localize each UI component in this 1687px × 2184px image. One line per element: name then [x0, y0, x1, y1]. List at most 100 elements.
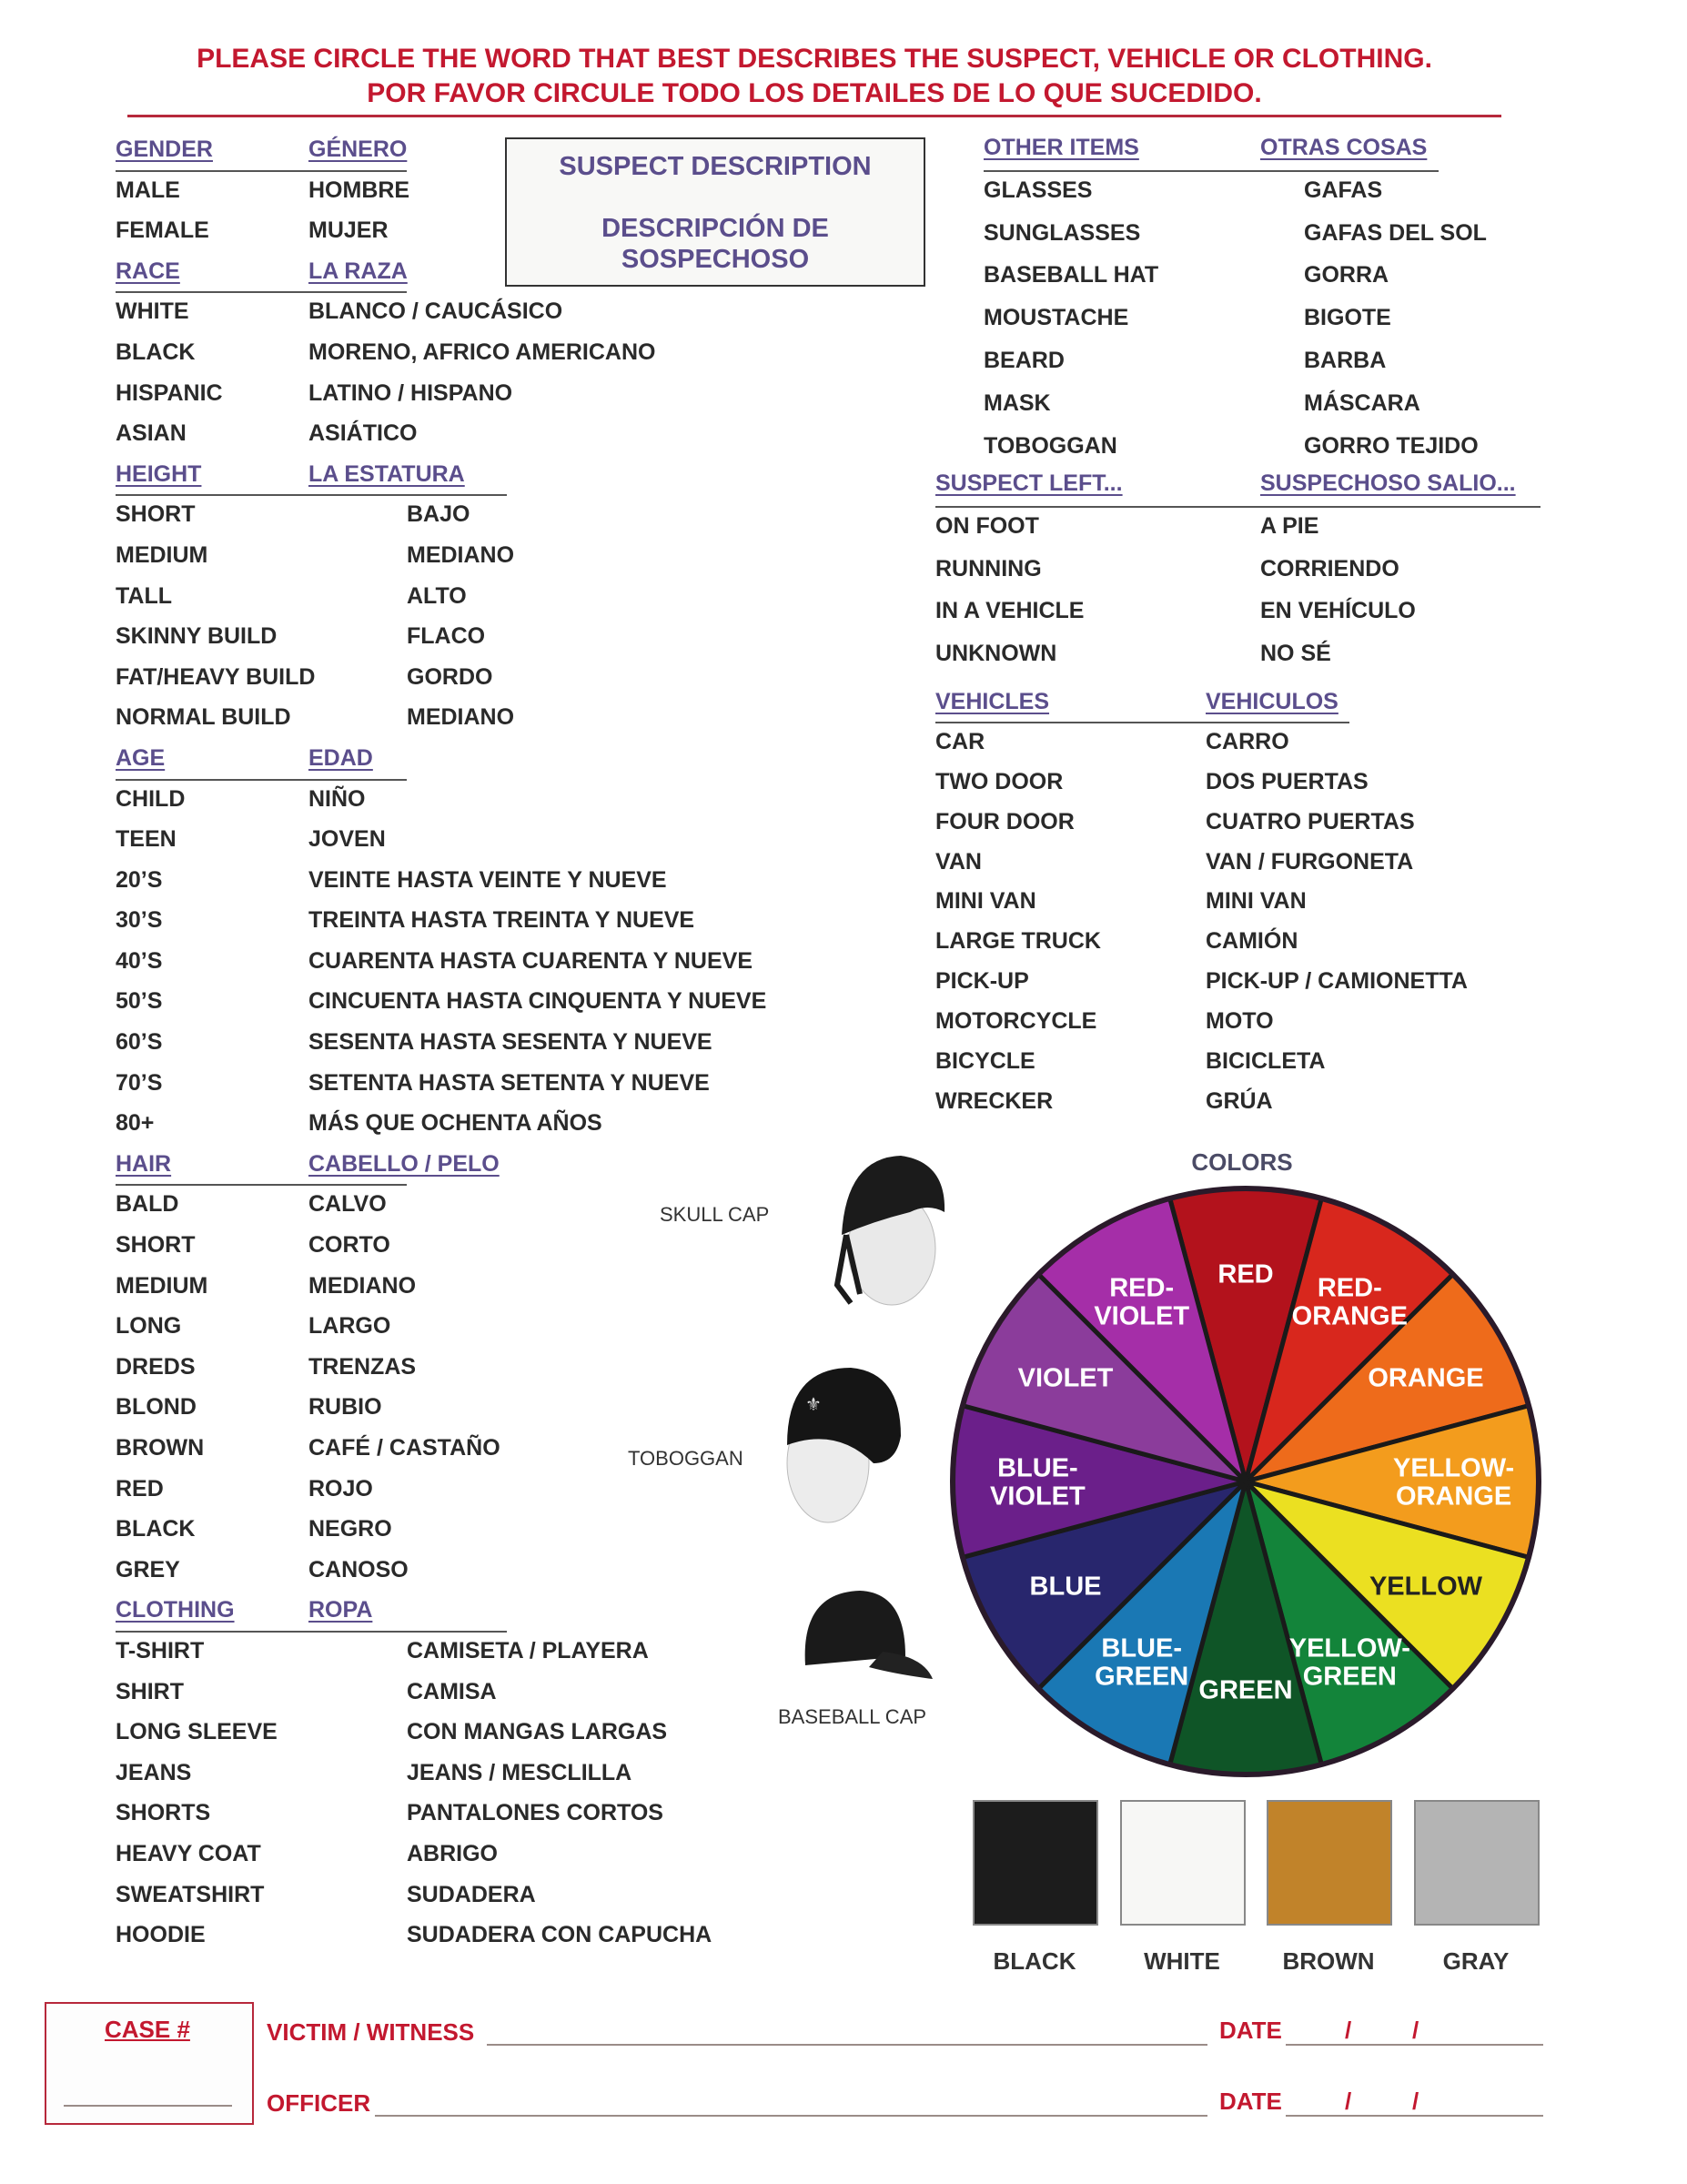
option-english[interactable]: LONG	[116, 1313, 182, 1340]
option-english[interactable]: BALD	[116, 1191, 179, 1218]
option-row-70-s[interactable]: 70’S SETENTA HASTA SETENTA Y NUEVE	[116, 1070, 844, 1111]
option-english[interactable]: SHORTS	[116, 1800, 211, 1826]
swatch-black[interactable]	[973, 1800, 1098, 1926]
option-row-baseball-hat[interactable]: BASEBALL HAT GORRA	[984, 262, 1621, 305]
option-row-black[interactable]: BLACK MORENO, AFRICO AMERICANO	[116, 339, 844, 380]
option-spanish[interactable]: SETENTA HASTA SETENTA Y NUEVE	[308, 1069, 710, 1096]
option-row-80[interactable]: 80+ MÁS QUE OCHENTA AÑOS	[116, 1110, 844, 1151]
option-spanish[interactable]: ROJO	[308, 1475, 373, 1502]
option-row-60-s[interactable]: 60’S SESENTA HASTA SESENTA Y NUEVE	[116, 1029, 844, 1070]
option-english[interactable]: MOTORCYCLE	[935, 1008, 1097, 1035]
option-row-beard[interactable]: BEARD BARBA	[984, 348, 1621, 390]
option-english[interactable]: CAR	[935, 728, 985, 754]
option-english[interactable]: VAN	[935, 848, 982, 875]
option-english[interactable]: MINI VAN	[935, 888, 1036, 915]
option-spanish[interactable]: ASIÁTICO	[308, 420, 418, 447]
case-number-box[interactable]	[45, 2002, 254, 2125]
option-row-toboggan[interactable]: TOBOGGAN GORRO TEJIDO	[984, 433, 1621, 476]
option-spanish[interactable]: CON MANGAS LARGAS	[407, 1719, 668, 1745]
option-row-black[interactable]: BLACK NEGRO	[116, 1516, 844, 1557]
option-spanish[interactable]: TREINTA HASTA TREINTA Y NUEVE	[308, 907, 695, 934]
option-spanish[interactable]: CARRO	[1206, 728, 1289, 754]
option-english[interactable]: MEDIUM	[116, 541, 208, 568]
option-spanish[interactable]: BLANCO / CAUCÁSICO	[308, 298, 563, 325]
option-english[interactable]: WHITE	[116, 298, 189, 325]
option-row-pick-up[interactable]: PICK-UP PICK-UP / CAMIONETTA	[935, 968, 1572, 1008]
option-spanish[interactable]: NIÑO	[308, 785, 366, 812]
option-spanish[interactable]: MÁS QUE OCHENTA AÑOS	[308, 1110, 602, 1137]
option-english[interactable]: MALE	[116, 177, 180, 203]
option-spanish[interactable]: LATINO / HISPANO	[308, 379, 513, 406]
case-number-value[interactable]	[64, 2075, 232, 2102]
option-spanish[interactable]: CORTO	[308, 1232, 390, 1259]
option-spanish[interactable]: MUJER	[308, 217, 389, 244]
option-row-bicycle[interactable]: BICYCLE BICICLETA	[935, 1048, 1572, 1088]
option-english[interactable]: ASIAN	[116, 420, 187, 447]
option-spanish[interactable]: CANOSO	[308, 1556, 409, 1582]
option-spanish[interactable]: MORENO, AFRICO AMERICANO	[308, 339, 656, 365]
option-spanish[interactable]: PICK-UP / CAMIONETTA	[1206, 968, 1468, 995]
option-spanish[interactable]: JEANS / MESCLILLA	[407, 1759, 632, 1785]
option-spanish[interactable]: NO SÉ	[1260, 641, 1331, 667]
option-row-four-door[interactable]: FOUR DOOR CUATRO PUERTAS	[935, 809, 1572, 849]
officer-field[interactable]	[375, 2087, 1206, 2114]
option-english[interactable]: TOBOGGAN	[984, 432, 1117, 459]
option-row-shorts[interactable]: SHORTS PANTALONES CORTOS	[116, 1800, 844, 1841]
option-english[interactable]: MOUSTACHE	[984, 305, 1129, 331]
option-row-heavy-coat[interactable]: HEAVY COAT ABRIGO	[116, 1841, 844, 1882]
option-english[interactable]: HEAVY COAT	[116, 1840, 261, 1866]
option-english[interactable]: TEEN	[116, 826, 177, 853]
option-spanish[interactable]: DOS PUERTAS	[1206, 768, 1369, 794]
option-english[interactable]: 60’S	[116, 1029, 163, 1056]
option-spanish[interactable]: EN VEHÍCULO	[1260, 598, 1416, 624]
option-row-on-foot[interactable]: ON FOOT A PIE	[935, 513, 1572, 556]
option-english[interactable]: TALL	[116, 582, 173, 609]
option-row-sunglasses[interactable]: SUNGLASSES GAFAS DEL SOL	[984, 220, 1621, 263]
option-english[interactable]: TWO DOOR	[935, 768, 1064, 794]
option-english[interactable]: BICYCLE	[935, 1048, 1035, 1075]
option-row-in-a-vehicle[interactable]: IN A VEHICLE EN VEHÍCULO	[935, 598, 1572, 641]
option-spanish[interactable]: MEDIANO	[308, 1272, 417, 1299]
option-row-skinny-build[interactable]: SKINNY BUILD FLACO	[116, 623, 844, 664]
option-english[interactable]: BLACK	[116, 1516, 196, 1542]
option-row-long-sleeve[interactable]: LONG SLEEVE CON MANGAS LARGAS	[116, 1719, 844, 1760]
option-spanish[interactable]: BAJO	[407, 501, 470, 528]
option-spanish[interactable]: SUDADERA	[407, 1881, 536, 1907]
option-row-asian[interactable]: ASIAN ASIÁTICO	[116, 420, 844, 461]
option-english[interactable]: SWEATSHIRT	[116, 1881, 265, 1907]
option-spanish[interactable]: CINCUENTA HASTA CINQUENTA Y NUEVE	[308, 988, 767, 1015]
option-spanish[interactable]: ABRIGO	[407, 1840, 498, 1866]
option-row-bald[interactable]: BALD CALVO	[116, 1191, 844, 1232]
option-english[interactable]: GREY	[116, 1556, 180, 1582]
option-english[interactable]: WRECKER	[935, 1087, 1054, 1114]
option-spanish[interactable]: MOTO	[1206, 1008, 1274, 1035]
option-row-mask[interactable]: MASK MÁSCARA	[984, 390, 1621, 433]
option-english[interactable]: HOODIE	[116, 1922, 206, 1948]
option-spanish[interactable]: JOVEN	[308, 826, 386, 853]
option-english[interactable]: DREDS	[116, 1353, 196, 1380]
option-spanish[interactable]: SUDADERA CON CAPUCHA	[407, 1922, 712, 1948]
option-spanish[interactable]: A PIE	[1260, 512, 1319, 539]
option-row-brown[interactable]: BROWN CAFÉ / CASTAÑO	[116, 1435, 844, 1476]
option-english[interactable]: FEMALE	[116, 217, 209, 244]
option-spanish[interactable]: GORRA	[1304, 262, 1389, 288]
option-spanish[interactable]: TRENZAS	[308, 1353, 417, 1380]
option-spanish[interactable]: MEDIANO	[407, 541, 515, 568]
option-spanish[interactable]: CUARENTA HASTA CUARENTA Y NUEVE	[308, 947, 753, 974]
option-spanish[interactable]: GORDO	[407, 663, 493, 690]
option-row-dreds[interactable]: DREDS TRENZAS	[116, 1354, 844, 1395]
option-row-motorcycle[interactable]: MOTORCYCLE MOTO	[935, 1008, 1572, 1048]
option-row-running[interactable]: RUNNING CORRIENDO	[935, 556, 1572, 599]
option-english[interactable]: MASK	[984, 389, 1051, 416]
option-row-van[interactable]: VAN VAN / FURGONETA	[935, 849, 1572, 889]
option-spanish[interactable]: VEINTE HASTA VEINTE Y NUEVE	[308, 866, 667, 893]
option-row-long[interactable]: LONG LARGO	[116, 1313, 844, 1354]
option-spanish[interactable]: GAFAS	[1304, 177, 1383, 203]
option-spanish[interactable]: HOMBRE	[308, 177, 410, 203]
option-english[interactable]: SHORT	[116, 501, 196, 528]
option-english[interactable]: 50’S	[116, 988, 163, 1015]
option-spanish[interactable]: GORRO TEJIDO	[1304, 432, 1479, 459]
option-spanish[interactable]: NEGRO	[308, 1516, 392, 1542]
option-row-grey[interactable]: GREY CANOSO	[116, 1557, 844, 1598]
option-row-jeans[interactable]: JEANS JEANS / MESCLILLA	[116, 1760, 844, 1801]
